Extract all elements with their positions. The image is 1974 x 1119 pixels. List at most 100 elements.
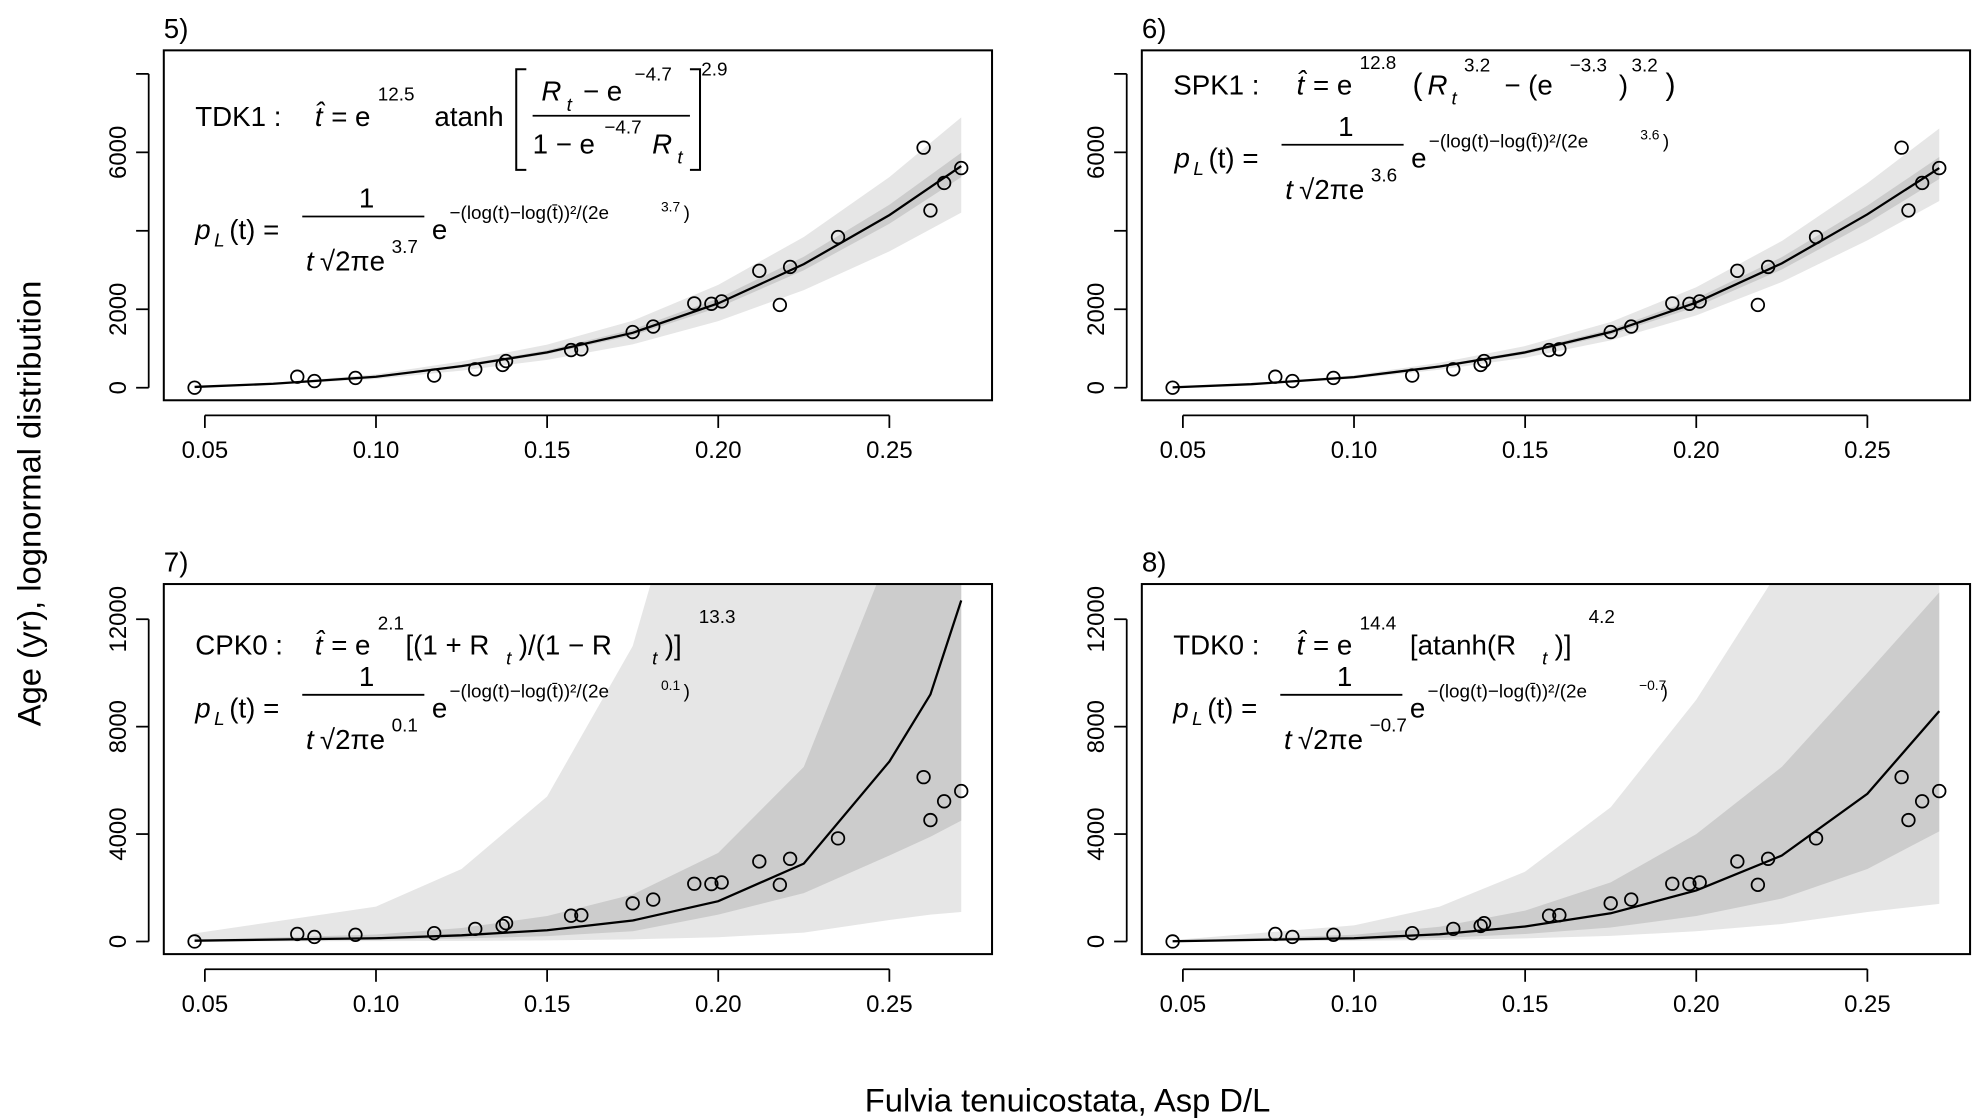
formula-text: 4.2 — [1589, 607, 1615, 628]
formula-text: )] — [1555, 630, 1572, 661]
data-point — [1901, 812, 1916, 828]
data-point — [772, 877, 788, 892]
data-point — [1692, 294, 1707, 309]
x-tick-label: 0.20 — [695, 991, 742, 1018]
formula-text: 3.7 — [661, 198, 680, 214]
x-tick-label: 0.20 — [1673, 437, 1720, 464]
formula-text: ) — [684, 203, 690, 224]
formula-text: 0.1 — [661, 677, 681, 693]
data-point — [1682, 876, 1697, 892]
data-point — [1603, 896, 1618, 911]
data-point — [1268, 369, 1283, 384]
data-point — [426, 368, 442, 383]
formula-text: SPK1 : — [1173, 69, 1259, 100]
data-point — [1750, 877, 1766, 892]
y-tick-label: 4000 — [105, 807, 132, 860]
formula-text: = e — [331, 101, 370, 132]
plot-area — [1172, 584, 1941, 943]
y-tick-label: 6000 — [1083, 126, 1110, 179]
panel-label: 7) — [164, 546, 189, 577]
data-point — [563, 342, 579, 358]
data-point — [687, 876, 702, 891]
x-tick-label: 0.25 — [866, 991, 913, 1018]
data-point — [1750, 297, 1766, 313]
y-tick-label: 12000 — [105, 586, 132, 652]
formula-text: t̂ — [315, 630, 326, 661]
formula-text: −(log(t)−log(t̄))²/(2e — [450, 681, 609, 702]
data-point — [704, 296, 719, 311]
formula-text: − e — [583, 76, 622, 107]
data-point — [574, 907, 589, 923]
formula-text: t — [506, 649, 512, 670]
data-point — [1268, 926, 1283, 942]
formula-text: ) — [1662, 681, 1668, 702]
formula-text: (t) = — [229, 692, 279, 723]
data-point — [426, 925, 442, 941]
data-point — [625, 896, 640, 911]
fit-curve — [194, 165, 962, 389]
formula-text: ) — [684, 681, 690, 702]
formula-text: p — [194, 214, 210, 245]
fit-curve — [1172, 710, 1941, 943]
x-tick-label: 0.20 — [695, 437, 742, 464]
data-point — [1476, 353, 1492, 369]
data-point — [498, 916, 514, 931]
y-tick-label: 2000 — [1083, 283, 1110, 336]
panel-label: 8) — [1142, 546, 1167, 577]
data-point — [923, 812, 938, 828]
x-tick-label: 0.15 — [524, 437, 571, 464]
formula-text: t — [306, 724, 315, 755]
data-point — [646, 319, 661, 334]
panel: 6) 0.05 0.10 0.15 0.20 0.25 0 2000 6000 SPK1 : t̂ =… — [1083, 13, 1972, 464]
formula-text: (t) = — [1209, 142, 1259, 173]
prediction-band — [1172, 592, 1940, 942]
formula-text: 12.8 — [1360, 53, 1397, 74]
formula-text: −3.3 — [1570, 56, 1607, 77]
data-point — [1165, 934, 1180, 949]
data-point — [1808, 229, 1824, 245]
plot-frame — [1140, 49, 1972, 402]
formula-text: e — [432, 692, 447, 723]
formula-text: e — [432, 214, 447, 245]
data-point — [1914, 794, 1930, 809]
prediction-band — [194, 117, 962, 388]
formula-text: t — [306, 246, 315, 277]
data-point — [1603, 324, 1618, 340]
data-point — [1446, 921, 1461, 937]
formula-text: TDK0 : — [1173, 630, 1259, 661]
formula-text: − (e — [1504, 69, 1552, 100]
formula-text: p — [1174, 142, 1190, 173]
data-point — [782, 259, 798, 275]
formula-text: 3.2 — [1464, 56, 1490, 77]
data-point — [1932, 160, 1947, 176]
data-point — [1730, 263, 1745, 278]
data-point — [1473, 918, 1488, 934]
formula-text: e — [1410, 692, 1425, 723]
data-point — [704, 876, 719, 892]
formula-text: √2πe — [320, 724, 385, 755]
data-point — [625, 324, 640, 340]
panel: 5) 0.05 0.10 0.15 0.20 0.25 0 2000 6000 TDK1 : t̂ =… — [105, 13, 994, 464]
data-point — [1894, 140, 1909, 155]
y-tick-label: 0 — [1083, 935, 1110, 948]
y-tick-label: 8000 — [1083, 700, 1110, 753]
formula-text: )] — [665, 630, 682, 661]
formula-text: 14.4 — [1360, 613, 1397, 634]
data-point — [563, 908, 579, 923]
formula-text: √2πe — [1298, 724, 1363, 755]
data-point — [1165, 380, 1180, 395]
formula-text: = e — [1313, 69, 1352, 100]
data-point — [468, 362, 483, 377]
data-point — [1730, 854, 1745, 869]
panel-label: 5) — [164, 13, 189, 44]
data-point — [1541, 342, 1557, 358]
data-point — [772, 297, 788, 313]
plot-area — [194, 117, 962, 389]
formula-text: t̂ — [315, 101, 326, 132]
formula-text: R — [1428, 69, 1448, 100]
data-point — [1446, 362, 1461, 377]
formula-text: 3.2 — [1631, 56, 1657, 77]
data-point — [916, 140, 931, 155]
data-point — [290, 926, 305, 942]
